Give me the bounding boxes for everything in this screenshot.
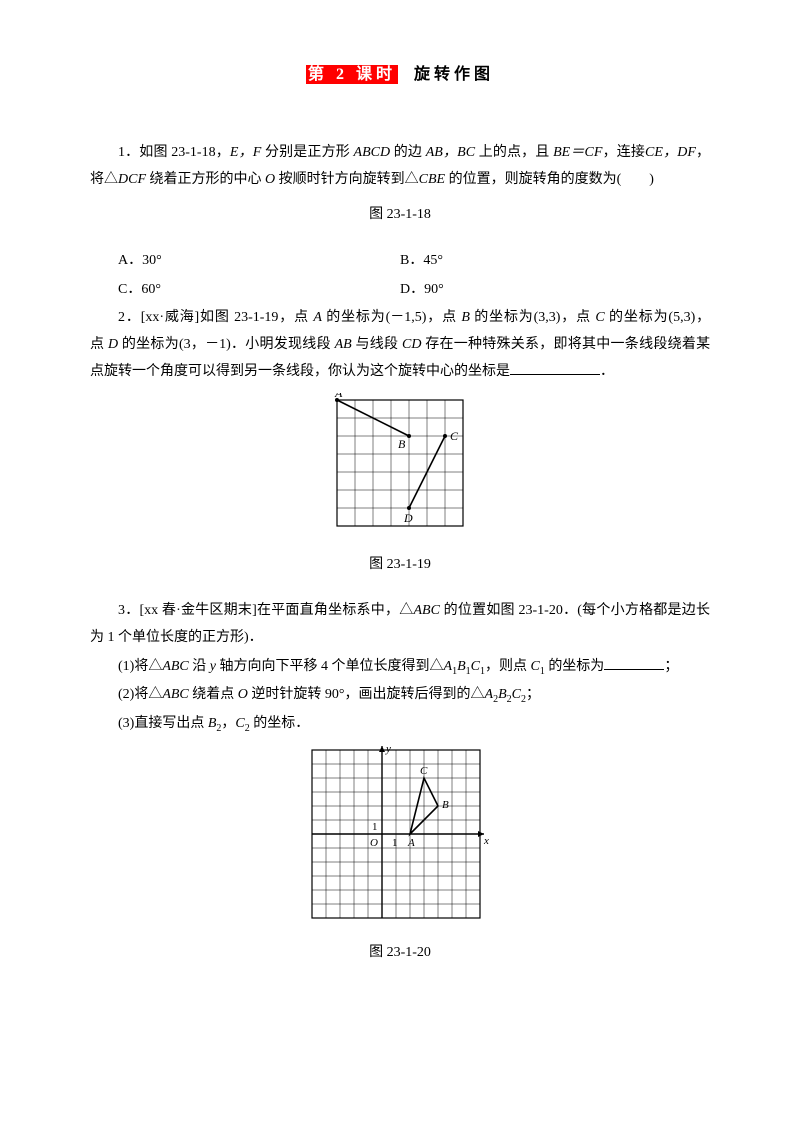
q1-option-d: D．90° (400, 277, 710, 304)
svg-text:A: A (334, 393, 343, 400)
svg-text:C: C (450, 429, 459, 443)
question-1: 1．如图 23-1-18，E，F 分别是正方形 ABCD 的边 AB，BC 上的… (90, 140, 710, 193)
q2-pc: C (595, 310, 604, 325)
q3s2a: (2)将△ (118, 687, 162, 702)
figure-3-container: O 1 1 A B C x y (90, 746, 710, 932)
svg-text:C: C (420, 765, 428, 777)
q1-edges: AB，BC (426, 145, 475, 160)
q3s3a: (3)直接写出点 (118, 716, 204, 731)
q1-option-c: C．60° (90, 277, 400, 304)
q2-pb: B (461, 310, 470, 325)
q3s1d: ，则点 (485, 659, 527, 674)
svg-text:1: 1 (392, 837, 398, 849)
q2-cd: 的坐标为(3，－1)．小明发现线段 (122, 337, 331, 352)
q2-prefix: 2．[xx·威海]如图 23-1-19，点 (118, 310, 309, 325)
q1-center: O (265, 172, 275, 187)
q3s1axis: y (210, 659, 216, 674)
q3s2b2: B (498, 687, 507, 702)
q2-ca: 的坐标为(－1,5)，点 (326, 310, 457, 325)
q3s2d: ； (526, 687, 540, 702)
svg-text:B: B (442, 799, 449, 811)
q1-option-b: B．45° (400, 248, 710, 275)
q3s1abc: ABC (162, 659, 188, 674)
q3s1c: 轴方向向下平移 4 个单位长度得到△ (220, 659, 444, 674)
q3-abc: ABC (413, 603, 439, 618)
q2-blank (510, 361, 600, 375)
q2-mid: 与线段 (355, 337, 398, 352)
q3s2b: 绕着点 (192, 687, 234, 702)
figure-2-svg: A B C D (330, 393, 470, 533)
q3-sub2: (2)将△ABC 绕着点 O 逆时针旋转 90°，画出旋转后得到的△A2B2C2… (90, 682, 710, 709)
q3-blank (604, 656, 664, 670)
svg-text:1: 1 (372, 821, 378, 833)
q3s1c1: C (471, 659, 480, 674)
q3s3sub2: 2 (245, 723, 250, 734)
page-title: 第 2 课时 旋转作图 (90, 60, 710, 90)
q3s3c2: C (235, 716, 244, 731)
svg-text:A: A (407, 837, 415, 849)
figure-2-label: 图 23-1-19 (90, 552, 710, 579)
q1-lines: CE，DF (645, 145, 696, 160)
q1-t2: 分别是正方形 (265, 145, 350, 160)
title-black: 旋转作图 (414, 66, 494, 83)
q3-sub1: (1)将△ABC 沿 y 轴方向向下平移 4 个单位长度得到△A1B1C1，则点… (90, 654, 710, 681)
figure-3-label: 图 23-1-20 (90, 940, 710, 967)
question-2: 2．[xx·威海]如图 23-1-19，点 A 的坐标为(－1,5)，点 B 的… (90, 305, 710, 385)
q1-sq: ABCD (354, 145, 391, 160)
q2-cb: 的坐标为(3,3)，点 (474, 310, 591, 325)
q3s2c2: C (512, 687, 521, 702)
q3s1tri: A (444, 659, 453, 674)
q3s2abc: ABC (162, 687, 188, 702)
svg-text:D: D (403, 511, 413, 525)
title-red: 第 2 课时 (306, 65, 398, 84)
figure-1-label: 图 23-1-18 (90, 202, 710, 229)
q2-pa: A (313, 310, 322, 325)
q1-t7: 绕着正方形的中心 (150, 172, 262, 187)
q3s2c: 逆时针旋转 90°，画出旋转后得到的△ (251, 687, 484, 702)
q1-t1: 1．如图 23-1-18， (118, 145, 230, 160)
svg-text:x: x (483, 835, 489, 847)
q3s2tri: A (485, 687, 494, 702)
q1-tri2: CBE (419, 172, 445, 187)
q1-t3: 的边 (394, 145, 422, 160)
q2-ab: AB (335, 337, 352, 352)
q3s1f: ； (664, 659, 678, 674)
q1-options-row2: C．60° D．90° (90, 277, 710, 304)
q2-cd2: CD (402, 337, 421, 352)
q1-options-row1: A．30° B．45° (90, 248, 710, 275)
q1-t5: ，连接 (602, 145, 645, 160)
figure-2-container: A B C D (90, 393, 710, 544)
figure-3-svg: O 1 1 A B C x y (308, 746, 493, 921)
q2-pd: D (108, 337, 118, 352)
q3s1a: (1)将△ (118, 659, 162, 674)
q3s1b: 沿 (192, 659, 206, 674)
q3s3sub1: 2 (216, 723, 221, 734)
svg-text:y: y (385, 746, 391, 755)
q3s3b: 的坐标． (253, 716, 309, 731)
q3s1b1: B (457, 659, 466, 674)
q1-ef: E，F (230, 145, 261, 160)
q1-t8: 按顺时针方向旋转到△ (279, 172, 419, 187)
svg-text:O: O (370, 837, 378, 849)
q3-sub3: (3)直接写出点 B2，C2 的坐标． (90, 711, 710, 738)
q1-eq: BE＝CF (553, 145, 602, 160)
q3s1sub4: 1 (540, 665, 545, 676)
q1-tri1: DCF (118, 172, 146, 187)
q1-t4: 上的点，且 (479, 145, 550, 160)
q1-t9: 的位置，则旋转角的度数为( ) (449, 172, 654, 187)
q3s1e: 的坐标为 (548, 659, 604, 674)
q3s1pt: C (530, 659, 539, 674)
q3s2o: O (238, 687, 248, 702)
svg-text:B: B (398, 437, 406, 451)
question-3: 3．[xx 春·金牛区期末]在平面直角坐标系中，△ABC 的位置如图 23-1-… (90, 598, 710, 651)
q2-period: ． (600, 364, 614, 379)
q3-prefix: 3．[xx 春·金牛区期末]在平面直角坐标系中，△ (118, 603, 413, 618)
q1-option-a: A．30° (90, 248, 400, 275)
